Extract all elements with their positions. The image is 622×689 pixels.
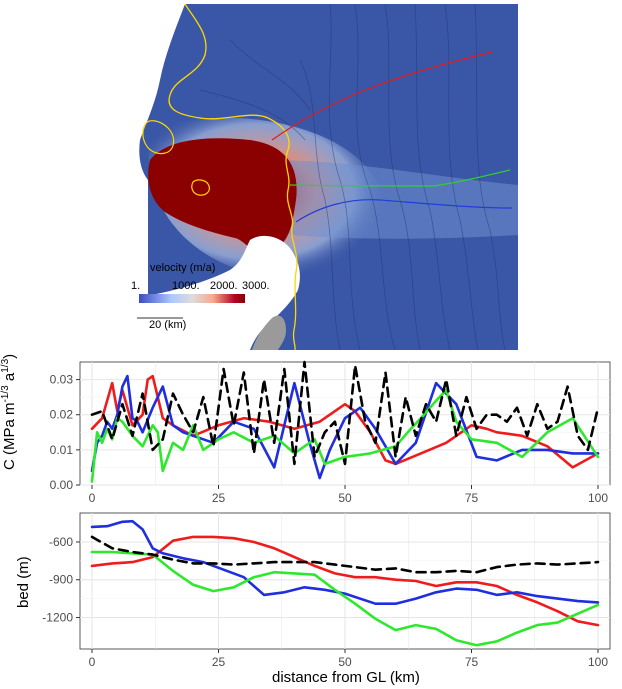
c-x-tick-label: 25 <box>212 491 226 505</box>
profile-line-green <box>289 169 511 187</box>
c-y-tick-label: 0.00 <box>50 478 74 492</box>
b-x-tick-label: 75 <box>465 655 479 669</box>
colorbar-tick-2: 1000. <box>172 280 200 292</box>
colorbar-gradient <box>139 294 245 303</box>
x-axis-title: distance from GL (km) <box>272 669 420 686</box>
grounding-line <box>168 4 298 350</box>
b-y-tick-label: -600 <box>49 535 73 549</box>
c-x-ticks: 0 25 50 75 100 <box>89 485 608 505</box>
bed-series <box>90 519 600 647</box>
colorbar-tick-1: 1. <box>131 280 140 292</box>
profile-line-blue <box>295 199 513 223</box>
profile-line-red <box>271 51 493 141</box>
rock-outcrop <box>252 315 286 350</box>
bed-x-ticks: 0 25 50 75 100 <box>89 649 608 669</box>
b-x-tick-label: 50 <box>338 655 352 669</box>
c-series <box>90 360 600 483</box>
b-x-tick-label: 100 <box>588 655 608 669</box>
grounding-line-inner <box>191 179 210 196</box>
bed-y-axis-title: bed (m) <box>15 556 32 608</box>
contour-lines <box>199 4 506 350</box>
bed-y-ticks: -600 -900 -1200 <box>42 535 80 625</box>
b-series-line-blue <box>90 519 600 606</box>
c-y-ticks: 0.00 0.01 0.02 0.03 <box>50 373 80 492</box>
b-x-tick-label: 25 <box>212 655 226 669</box>
c-y-tick-label: 0.03 <box>50 373 74 387</box>
c-series-line-red <box>90 374 600 469</box>
c-grid <box>80 362 610 486</box>
outer-glow-stream <box>270 160 518 239</box>
b-x-tick-label: 0 <box>89 655 96 669</box>
bed-panel: -600 -900 -1200 0 25 50 75 100 bed (m) distanc… <box>15 512 611 686</box>
scale-bar-label: 20 (km) <box>149 319 186 331</box>
c-series-line-blue <box>90 374 600 480</box>
b-series-line-green <box>90 550 600 647</box>
colorbar: velocity (m/a) 1. 1000. 2000. 3000. 20 (… <box>131 262 270 331</box>
c-x-tick-label: 100 <box>588 491 608 505</box>
c-x-tick-label: 0 <box>89 491 96 505</box>
ocean-white-region <box>120 4 185 350</box>
colorbar-tick-3: 2000. <box>210 280 238 292</box>
colorbar-tick-4: 3000. <box>242 280 270 292</box>
colorbar-title: velocity (m/a) <box>150 262 215 274</box>
b-y-tick-label: -900 <box>49 573 73 587</box>
c-y-tick-label: 0.01 <box>50 443 74 457</box>
grounding-line-island <box>142 120 175 155</box>
ocean-white-lower <box>120 235 300 350</box>
c-series-line-black <box>90 360 600 466</box>
b-series-line-black <box>90 535 600 574</box>
velocity-map <box>120 4 518 350</box>
fast-flow-core <box>148 138 297 252</box>
c-y-axis-title: C (MPa m-1/3 a1/3) <box>0 354 18 470</box>
c-x-tick-label: 50 <box>338 491 352 505</box>
bed-grid <box>80 513 610 649</box>
c-panel: 0.00 0.01 0.02 0.03 0 25 50 75 100 C (MPa m-1/3… <box>0 354 611 505</box>
c-x-tick-label: 75 <box>465 491 479 505</box>
c-y-tick-label: 0.02 <box>50 408 74 422</box>
c-series-line-green <box>90 388 600 483</box>
b-y-tick-label: -1200 <box>42 611 73 625</box>
